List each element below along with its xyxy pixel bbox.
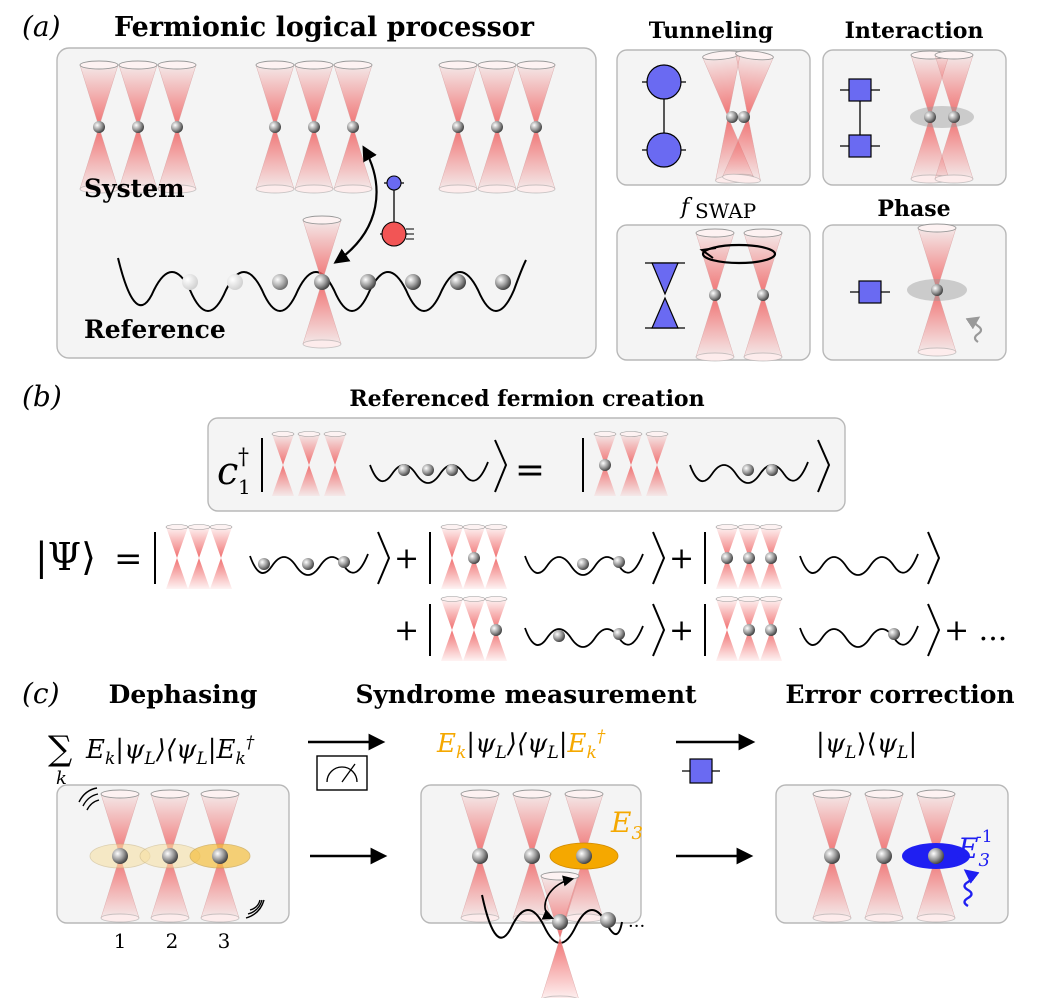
meter-icon	[316, 755, 368, 791]
svg-text:+: +	[669, 541, 694, 576]
superposition-row-1: |Ψ⟩ = + +	[35, 524, 941, 590]
inverse-operator-label: E3	[957, 832, 990, 871]
transfer-gate-icon	[380, 175, 414, 247]
panel-c-label: (c)	[22, 677, 60, 710]
reference-label: Reference	[84, 315, 226, 344]
site-label-3: 3	[218, 929, 231, 953]
creation-op-dagger: †	[238, 445, 249, 470]
fswap-gate-icon	[645, 262, 685, 329]
fswap-tweezers	[695, 228, 783, 362]
creation-op-index: 1	[238, 475, 251, 499]
syndrome-title: Syndrome measurement	[355, 680, 697, 709]
transfer-arrow	[333, 145, 378, 264]
fswap-title-swap: SWAP	[695, 199, 756, 223]
error-operator-label: E3	[610, 806, 643, 844]
fswap-title-f: f	[679, 195, 693, 220]
svg-text:|ψL⟩⟨ψL|: |ψL⟩⟨ψL|	[816, 729, 917, 763]
svg-text:+: +	[669, 613, 694, 648]
correction-gate-icon	[682, 758, 720, 784]
svg-text:+: +	[394, 541, 419, 576]
system-tweezer-group-2	[255, 60, 373, 194]
site-label-2: 2	[166, 929, 179, 953]
creation-equation: c † 1 =	[217, 431, 831, 499]
panel-b-label: (b)	[22, 380, 62, 413]
correction-title: Error correction	[785, 680, 1014, 709]
lattice-ellipsis: ···	[628, 916, 645, 937]
dephasing-formula: ∑ k Ek|ψL⟩⟨ψL|Ek†	[48, 729, 255, 789]
interaction-title: Interaction	[845, 18, 984, 44]
svg-text:+: +	[394, 613, 419, 648]
correction-tweezers	[812, 789, 980, 923]
ancilla-lattice	[481, 871, 623, 998]
syndrome-formula: Ek|ψL⟩⟨ψL|Ek†	[436, 727, 606, 763]
inverse-superscript: -1	[976, 827, 993, 847]
equals-sign: =	[515, 450, 545, 491]
interaction-tweezers	[910, 50, 974, 184]
corrected-formula: |ψL⟩⟨ψL|	[816, 729, 917, 763]
phase-tweezer	[907, 223, 983, 357]
syndrome-tweezers	[460, 789, 619, 923]
creation-op: c	[217, 449, 238, 493]
panel-a-title: Fermionic logical processor	[114, 12, 535, 43]
svg-text:Ek|ψL⟩⟨ψL|Ek†: Ek|ψL⟩⟨ψL|Ek†	[85, 733, 255, 769]
sum-symbol: ∑	[48, 729, 72, 769]
dephasing-title: Dephasing	[109, 680, 258, 709]
system-label: System	[84, 174, 185, 203]
panel-a-label: (a)	[22, 10, 61, 43]
dephasing-tweezers	[89, 789, 251, 923]
site-label-1: 1	[114, 929, 127, 953]
psi-ket: |Ψ⟩	[35, 535, 96, 579]
svg-text:Ek|ψL⟩⟨ψL|Ek†: Ek|ψL⟩⟨ψL|Ek†	[436, 727, 606, 763]
series-ellipsis: + ...	[944, 613, 1007, 648]
phase-box	[822, 224, 1007, 361]
tunneling-gate-icon	[642, 64, 686, 168]
creation-box	[207, 417, 846, 512]
tunneling-title: Tunneling	[649, 18, 773, 44]
reference-atoms	[182, 274, 511, 290]
sum-index: k	[56, 768, 67, 789]
superposition-row-2: + + + ...	[394, 596, 1007, 662]
phase-title: Phase	[877, 196, 950, 222]
panel-b-title: Referenced fermion creation	[349, 386, 704, 412]
svg-text:=: =	[114, 539, 143, 579]
noise-icon	[78, 787, 265, 919]
system-tweezer-group-3	[438, 60, 556, 194]
interaction-gate-icon	[839, 78, 881, 158]
